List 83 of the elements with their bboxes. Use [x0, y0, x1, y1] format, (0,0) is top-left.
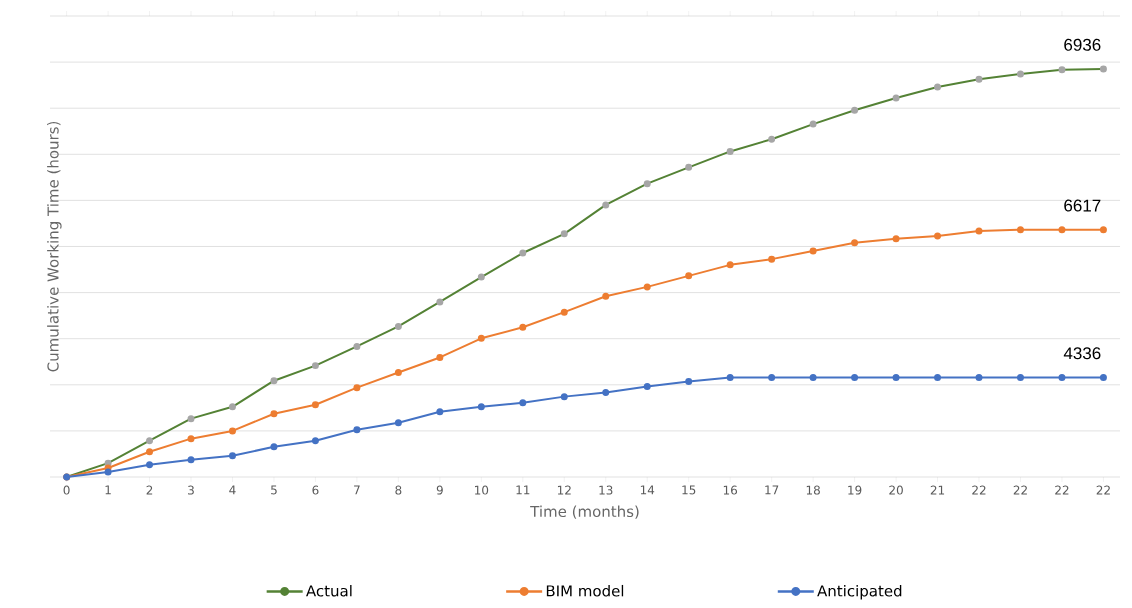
x-tick-label: 0 [63, 485, 70, 495]
point [104, 468, 112, 476]
point [892, 373, 900, 381]
point [477, 403, 485, 411]
point [768, 255, 776, 263]
point [1016, 226, 1024, 234]
point [477, 334, 485, 342]
x-tick-label: 10 [475, 485, 489, 495]
point [1016, 373, 1024, 381]
x-tick-label: 12 [557, 485, 571, 495]
point [519, 399, 527, 407]
point [394, 369, 402, 377]
point [934, 373, 942, 381]
point [975, 227, 983, 235]
x-tick-label: 3 [188, 485, 194, 495]
point [353, 426, 361, 434]
point [353, 384, 361, 392]
x-tick-label: 1 [105, 485, 111, 495]
point [851, 239, 859, 247]
point [187, 435, 195, 443]
point [311, 401, 319, 409]
x-tick-label: 22 [1055, 485, 1069, 495]
x-tick-label: 21 [930, 485, 945, 495]
x-tick-label: 16 [723, 485, 738, 495]
point [146, 461, 154, 469]
x-tick-label: 2 [146, 485, 153, 495]
point [809, 373, 817, 381]
point [436, 353, 444, 361]
point [685, 272, 693, 280]
point [394, 419, 402, 427]
point [685, 378, 693, 386]
point [270, 410, 278, 418]
y-axis-title: Cumulative Working Time (hours) [47, 121, 62, 372]
x-tick-label: 9 [436, 485, 443, 495]
point [146, 448, 154, 456]
annotation: 6617 [1064, 199, 1101, 212]
legend-label: BIM model [546, 584, 624, 597]
point [311, 437, 319, 445]
x-tick-label: 7 [354, 485, 360, 495]
point [1058, 373, 1066, 381]
point [560, 308, 568, 316]
point [643, 283, 651, 291]
point [602, 292, 610, 300]
point [602, 389, 610, 397]
x-tick-label: 15 [682, 485, 696, 495]
x-tick-label: 20 [889, 485, 903, 495]
x-tick-label: 22 [1096, 485, 1110, 495]
point [1099, 226, 1107, 234]
point [768, 373, 776, 381]
x-tick-label: 14 [640, 485, 655, 495]
point [1058, 226, 1066, 234]
legend-label: Anticipated [817, 584, 902, 600]
point [519, 323, 527, 331]
point [851, 373, 859, 381]
x-tick-label: 17 [765, 485, 779, 495]
x-tick-label: 22 [1013, 485, 1027, 495]
x-tick-label: 22 [972, 485, 986, 495]
annotation: 4336 [1063, 347, 1101, 360]
x-tick-label: 11 [516, 485, 530, 495]
point [643, 382, 651, 390]
x-tick-label: 19 [848, 485, 862, 495]
x-tick-label: 8 [395, 485, 402, 495]
point [809, 247, 817, 255]
point [1099, 373, 1107, 381]
x-tick-label: 4 [229, 485, 236, 495]
point [436, 408, 444, 416]
point [228, 452, 236, 460]
x-axis-title: Time (months) [530, 505, 639, 519]
point [228, 427, 236, 435]
point [975, 373, 983, 381]
legend-label: Actual [306, 584, 352, 597]
point [726, 261, 734, 269]
x-tick-label: 13 [599, 485, 613, 495]
point [187, 456, 195, 464]
x-tick-label: 18 [806, 485, 820, 495]
point [892, 235, 900, 243]
point [726, 373, 734, 381]
text: 6936 [1064, 38, 1101, 51]
point [560, 393, 568, 401]
point [934, 232, 942, 240]
x-tick-label: 5 [271, 485, 277, 495]
x-tick-label: 6 [312, 485, 319, 495]
point [270, 443, 278, 451]
